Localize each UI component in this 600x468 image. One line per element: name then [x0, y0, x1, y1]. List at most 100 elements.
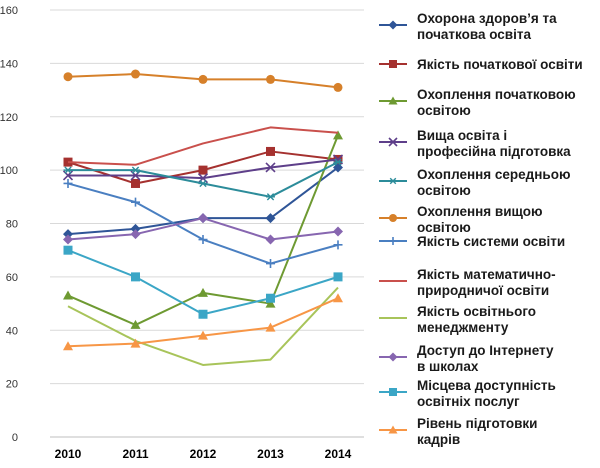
- legend-label: професійна підготовка: [417, 144, 571, 159]
- triangle-marker: [63, 341, 73, 351]
- star-marker: [131, 166, 140, 174]
- legend-item: Якість математично-природничої освіти: [379, 267, 556, 298]
- y-tick-label: 120: [0, 112, 18, 124]
- legend-label: Охорона здоров’я та: [417, 11, 557, 26]
- triangle-marker: [265, 298, 276, 308]
- y-tick-label: 140: [0, 58, 18, 70]
- y-axis-ticks: 0 20 40 60 80 100 120 140 160: [0, 5, 18, 444]
- triangle-marker: [198, 287, 208, 297]
- legend-label: початкова освіта: [417, 27, 531, 42]
- x-tick-label: 2014: [325, 447, 352, 461]
- triangle-marker: [198, 330, 208, 340]
- triangle-marker: [130, 338, 141, 348]
- circle-marker: [266, 74, 275, 84]
- legend-label: Охоплення початковою: [417, 87, 576, 102]
- x-tick-label: 2010: [55, 447, 82, 461]
- plus-marker: [389, 237, 397, 245]
- square-marker: [198, 309, 208, 319]
- x-marker: [388, 137, 398, 147]
- legend-item: Якість системи освіти: [379, 234, 565, 249]
- legend-label: освітніх послуг: [417, 394, 520, 409]
- legend-label: Місцева доступність: [417, 378, 556, 393]
- legend-label: природничої освіти: [417, 283, 549, 298]
- series-line: [67, 249, 339, 316]
- circle-marker: [198, 74, 208, 84]
- y-tick-label: 60: [6, 272, 18, 284]
- star-marker: [333, 158, 343, 166]
- legend-label: Рівень підготовки: [417, 416, 537, 431]
- triangle-marker: [388, 425, 398, 434]
- diamond-marker: [388, 20, 398, 30]
- y-tick-label: 100: [0, 165, 18, 177]
- diamond-marker: [265, 234, 276, 245]
- legend-item: Якість початкової освіти: [379, 57, 583, 72]
- legend-label: Охоплення середньою: [417, 167, 570, 182]
- series-5: [63, 158, 343, 201]
- x-tick-label: 2013: [257, 447, 284, 461]
- circle-marker: [63, 72, 73, 82]
- star-marker: [63, 166, 73, 174]
- legend-label: Якість системи освіти: [417, 234, 565, 249]
- series-lines: [62, 69, 344, 366]
- y-tick-label: 160: [0, 5, 18, 17]
- x-tick-label: 2011: [122, 447, 148, 461]
- series-9: [67, 286, 339, 366]
- legend-label: Охоплення вищою: [417, 204, 543, 219]
- plus-marker: [266, 259, 275, 269]
- diamond-marker: [333, 226, 343, 237]
- diamond-marker: [63, 234, 73, 245]
- triangle-marker: [388, 96, 398, 105]
- diamond-marker: [63, 229, 73, 240]
- circle-marker: [333, 82, 343, 92]
- x-axis-ticks: 2010 2011 2012 2013 2014: [55, 447, 352, 461]
- square-marker: [266, 293, 275, 303]
- diamond-marker: [198, 213, 208, 224]
- diamond-marker: [388, 352, 398, 362]
- diamond-marker: [130, 229, 141, 240]
- series-3: [63, 130, 343, 329]
- y-tick-label: 80: [6, 219, 18, 231]
- square-marker: [266, 146, 275, 156]
- circle-marker: [389, 214, 397, 222]
- y-tick-label: 0: [12, 432, 18, 444]
- legend-label: Доступ до Інтернету: [417, 343, 554, 358]
- series-10: [63, 213, 343, 245]
- square-marker: [333, 272, 343, 282]
- legend-label: Якість освітнього: [417, 304, 536, 319]
- circle-marker: [131, 69, 140, 79]
- plus-marker: [198, 235, 208, 245]
- legend-label: освітою: [417, 183, 471, 198]
- star-marker: [389, 177, 397, 185]
- star-marker: [266, 193, 275, 201]
- star-marker: [198, 179, 208, 188]
- square-marker: [131, 178, 140, 188]
- legend-label: в школах: [417, 359, 479, 374]
- diamond-marker: [265, 213, 276, 224]
- y-tick-label: 20: [6, 379, 18, 391]
- series-line: [67, 286, 339, 366]
- gridlines: [50, 9, 364, 438]
- legend-label: Якість початкової освіти: [417, 57, 583, 72]
- triangle-marker: [265, 322, 276, 332]
- triangle-marker: [63, 290, 73, 300]
- plus-marker: [333, 240, 343, 250]
- legend-label: менеджменту: [417, 320, 509, 335]
- plus-marker: [63, 178, 73, 188]
- x-marker: [265, 162, 276, 173]
- y-tick-label: 40: [6, 325, 18, 337]
- legend-label: кадрів: [417, 432, 460, 447]
- square-marker: [389, 60, 397, 68]
- diamond-marker: [130, 223, 141, 234]
- plus-marker: [131, 197, 140, 207]
- square-marker: [389, 388, 397, 396]
